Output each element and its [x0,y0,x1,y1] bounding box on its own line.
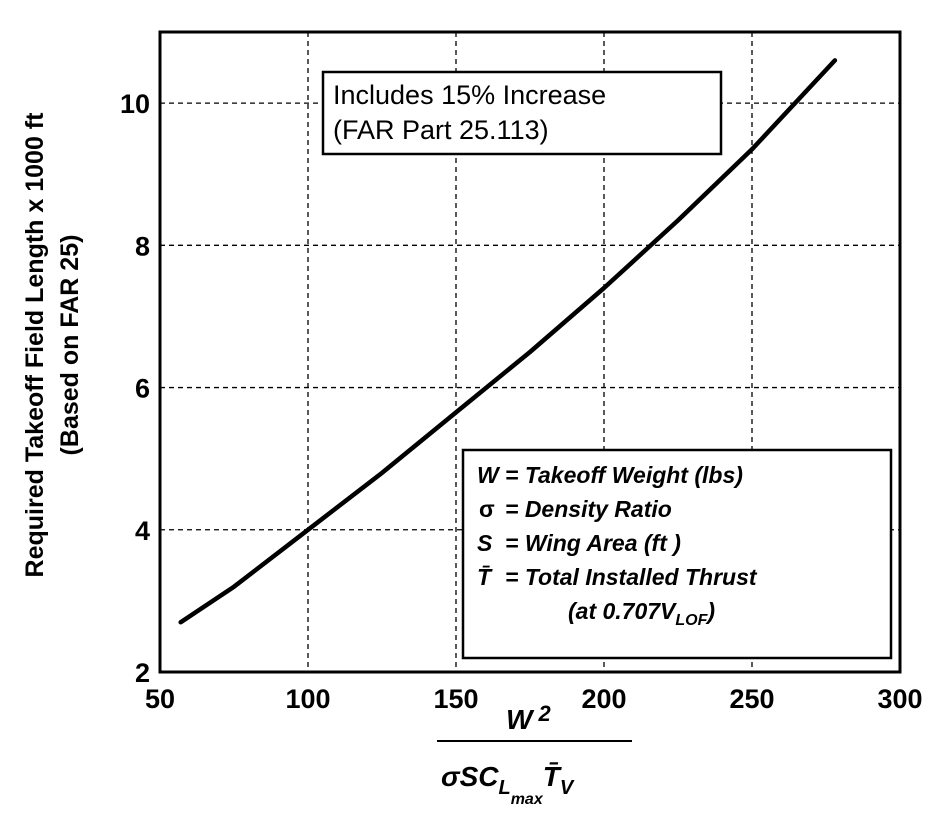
legend-box: W = Takeoff Weight (lbs) σ = Density Rat… [461,448,893,660]
x-label-w: W [506,704,535,735]
legend-text-t: = Total Installed Thrust [505,564,758,590]
y-axis-label-line2: (Based on FAR 25) [56,235,84,456]
annotation-line1: Includes 15% Increase [333,80,606,110]
legend-symbol-w: W [477,462,501,488]
legend-vlof-sub: LOF [675,612,708,629]
legend-symbol-t: T̄ [477,564,493,590]
x-label-max-sub: max [511,791,544,808]
legend-text-vlof: (at 0.707VLOF) [568,598,715,629]
legend-symbol-s: S [477,530,493,556]
x-label-l-sub: L [498,777,510,799]
annotation-frame [321,70,723,156]
annotation-line2: (FAR Part 25.113) [333,115,549,145]
y-tick-label-10: 10 [120,89,150,119]
series-layer [178,58,838,625]
legend-text-sigma: = Density Ratio [505,496,672,522]
plot-frame [158,30,902,674]
y-axis-label: Required Takeoff Field Length x 1000 ft [21,112,49,578]
legend-symbol-sigma: σ [479,496,495,522]
legend-text-w: = Takeoff Weight (lbs) [505,462,743,488]
annotation-box: Includes 15% Increase (FAR Part 25.113) [321,70,723,156]
axis-ticks: 50 100 150 200 250 300 2 4 6 8 10 [120,89,923,714]
y-tick-label-6: 6 [135,374,150,404]
y-tick-label-8: 8 [135,231,150,261]
legend-vlof-main: (at 0.707V [568,598,677,624]
x-tick-label-50: 50 [145,684,175,714]
legend-frame [461,448,893,660]
y-tick-label-4: 4 [135,516,150,546]
x-tick-label-200: 200 [581,684,626,714]
x-tick-label-250: 250 [729,684,774,714]
legend-vlof-tail: ) [704,598,715,624]
x-tick-label-150: 150 [433,684,478,714]
x-label-denominator: σSCLmaxT̄V [441,761,575,808]
x-label-t: T̄ [543,761,563,792]
y-tick-label-2: 2 [135,658,150,688]
x-label-sigmasc: σSC [441,761,499,792]
x-label-v-sub: V [560,777,575,799]
x-tick-label-300: 300 [877,684,922,714]
series-line-0 [178,58,838,625]
x-tick-label-100: 100 [285,684,330,714]
legend-text-s: = Wing Area (ft ) [505,530,681,556]
x-label-exponent: 2 [537,701,551,726]
